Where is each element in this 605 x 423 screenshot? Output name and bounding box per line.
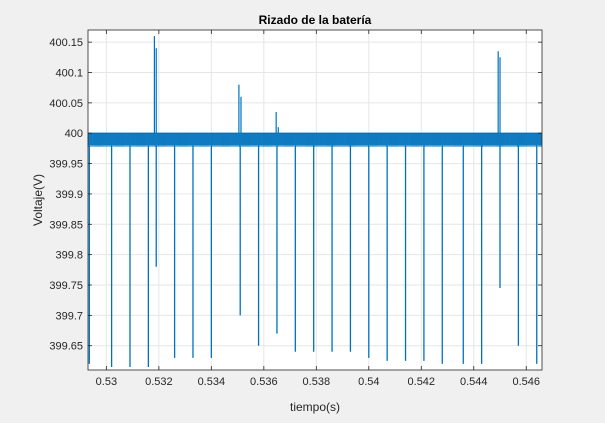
axes-box: [87, 29, 543, 371]
series-battery-voltage: [87, 36, 542, 367]
x-tick-label: 0.54: [358, 376, 379, 388]
plot-area: [88, 30, 542, 370]
x-tick-label: 0.542: [408, 376, 436, 388]
x-tick-label: 0.546: [512, 376, 540, 388]
y-tick-label: 399.8: [55, 250, 83, 262]
y-tick-label: 399.9: [55, 189, 83, 201]
y-tick-label: 399.95: [49, 159, 83, 171]
y-tick-label: 400: [65, 128, 83, 140]
y-tick-label: 399.85: [49, 219, 83, 231]
x-tick-label: 0.534: [198, 376, 226, 388]
x-tick-labels: 0.53 0.532 0.534 0.536 0.538 0.54 0.542 0.544 0.…: [96, 376, 540, 388]
y-tick-label: 400.1: [55, 68, 83, 80]
x-tick-label: 0.532: [145, 376, 173, 388]
x-tick-label: 0.536: [250, 376, 278, 388]
y-axis-label: Voltaje(V): [31, 174, 45, 226]
axis-ticks: [88, 30, 542, 370]
x-axis-label: tiempo(s): [290, 400, 340, 414]
x-tick-label: 0.538: [303, 376, 331, 388]
chart-title: Rizado de la batería: [259, 13, 372, 27]
y-tick-labels: 399.65 399.7 399.75 399.8 399.85 399.9 399.95 4…: [49, 37, 83, 353]
y-tick-label: 399.75: [49, 280, 83, 292]
y-tick-label: 400.05: [49, 98, 83, 110]
x-tick-label: 0.53: [96, 376, 117, 388]
x-tick-label: 0.544: [460, 376, 488, 388]
y-tick-label: 399.7: [55, 310, 83, 322]
y-tick-label: 400.15: [49, 37, 83, 49]
y-tick-label: 399.65: [49, 341, 83, 353]
